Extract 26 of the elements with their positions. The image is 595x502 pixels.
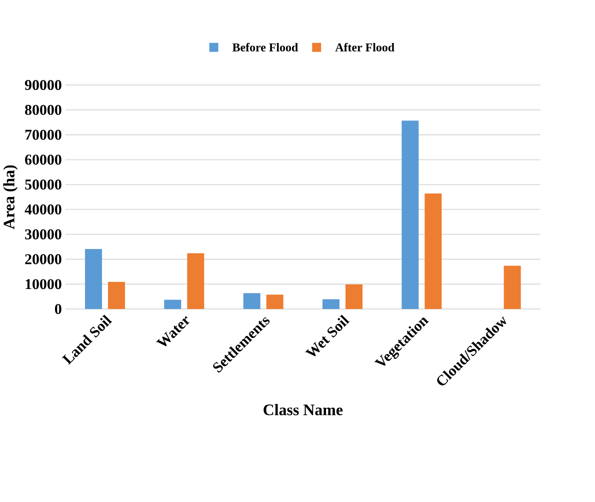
bar bbox=[346, 284, 363, 309]
y-tick-label: 70000 bbox=[25, 130, 62, 140]
bar bbox=[85, 249, 102, 309]
bar bbox=[424, 194, 442, 309]
x-axis-title: Class Name bbox=[264, 404, 343, 416]
bar bbox=[322, 299, 340, 309]
legend-label: Before Flood bbox=[232, 42, 298, 52]
bar bbox=[243, 293, 260, 309]
y-tick-label: 40000 bbox=[24, 204, 62, 214]
y-tick-label: 30000 bbox=[25, 229, 62, 240]
y-axis-title: Area (ha) bbox=[3, 165, 18, 230]
bar bbox=[266, 294, 284, 309]
x-tick-label: Wet Soil bbox=[305, 314, 350, 356]
y-tick-label: 90000 bbox=[24, 80, 62, 90]
legend-label: After Flood bbox=[335, 42, 394, 52]
y-tick-label: 0 bbox=[54, 304, 62, 314]
y-tick-label: 50000 bbox=[25, 180, 62, 190]
bar bbox=[402, 120, 419, 309]
bar bbox=[108, 282, 125, 309]
bar bbox=[187, 253, 204, 309]
y-tick-label: 60000 bbox=[25, 154, 62, 165]
y-tick-label: 10000 bbox=[26, 279, 62, 290]
y-tick-label: 80000 bbox=[25, 104, 62, 115]
y-tick-label: 20000 bbox=[25, 254, 62, 264]
bar bbox=[504, 266, 521, 309]
bar bbox=[164, 300, 182, 309]
